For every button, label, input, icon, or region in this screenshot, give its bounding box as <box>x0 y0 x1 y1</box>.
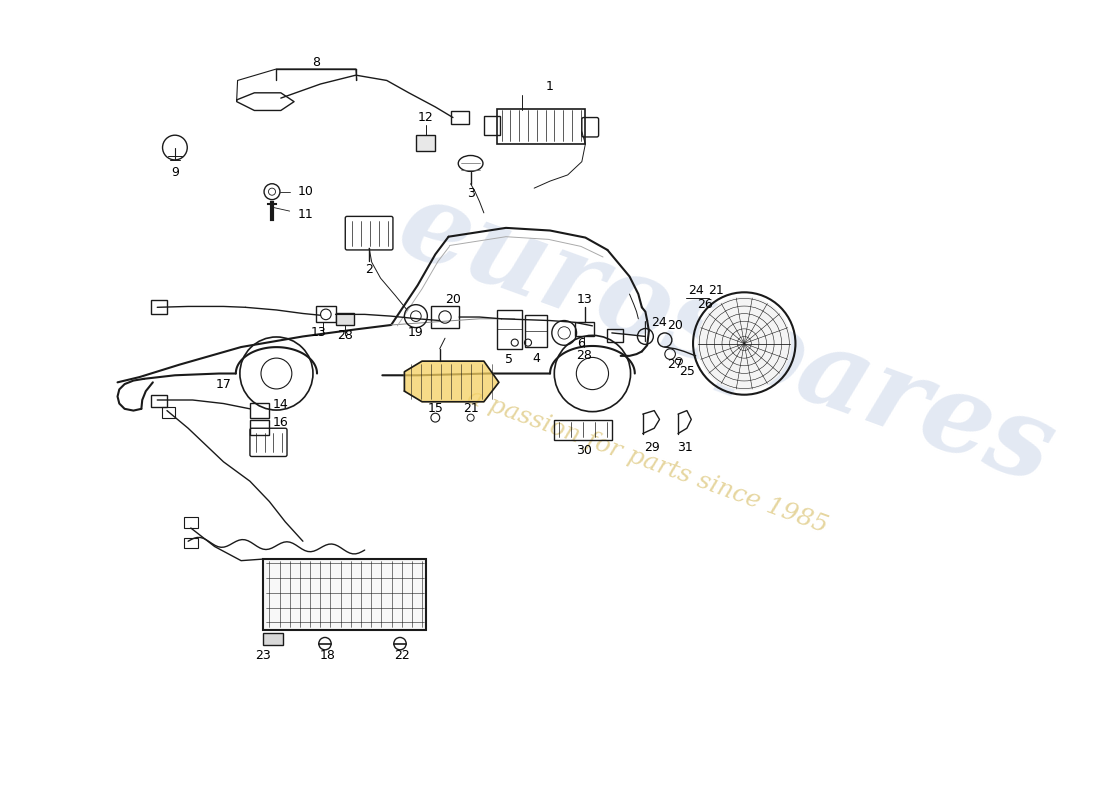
Text: 11: 11 <box>298 208 314 221</box>
Text: 31: 31 <box>678 441 693 454</box>
Text: 21: 21 <box>463 402 478 415</box>
Text: 15: 15 <box>428 402 443 415</box>
Text: 4: 4 <box>532 352 540 365</box>
Text: 12: 12 <box>418 111 433 124</box>
Text: 6: 6 <box>578 337 585 350</box>
Bar <box>263 559 427 630</box>
Text: 28: 28 <box>576 350 593 362</box>
Bar <box>431 306 459 328</box>
Text: 14: 14 <box>273 398 288 411</box>
Bar <box>416 135 436 151</box>
Text: 27: 27 <box>668 358 683 371</box>
Text: 16: 16 <box>273 415 288 429</box>
Bar <box>250 402 270 418</box>
Text: 1: 1 <box>546 80 554 93</box>
Bar <box>497 310 521 349</box>
Text: 19: 19 <box>408 326 424 339</box>
Text: 13: 13 <box>311 326 327 339</box>
Bar <box>554 420 612 440</box>
Text: 25: 25 <box>679 366 695 378</box>
Bar <box>151 300 167 314</box>
Text: 24: 24 <box>688 284 704 297</box>
Bar <box>497 109 585 144</box>
Text: 5: 5 <box>506 353 514 366</box>
Bar <box>263 633 283 646</box>
Text: 10: 10 <box>298 185 314 198</box>
Text: 8: 8 <box>312 56 320 70</box>
Bar <box>575 322 594 337</box>
Text: 24: 24 <box>651 316 667 329</box>
Text: 29: 29 <box>644 441 659 454</box>
Text: 20: 20 <box>668 319 683 332</box>
Circle shape <box>697 297 791 390</box>
Text: 18: 18 <box>320 650 336 662</box>
Text: 20: 20 <box>446 293 461 306</box>
Text: 2: 2 <box>365 263 373 276</box>
Bar <box>250 420 270 435</box>
Text: 13: 13 <box>576 293 593 306</box>
Bar <box>337 313 354 325</box>
Bar <box>151 394 167 407</box>
Text: 23: 23 <box>255 650 271 662</box>
Text: 21: 21 <box>708 284 724 297</box>
Text: eurospares: eurospares <box>385 170 1068 506</box>
Bar <box>316 306 336 322</box>
Text: 26: 26 <box>697 298 713 311</box>
Bar <box>184 538 198 548</box>
Bar <box>607 330 624 342</box>
Bar <box>526 315 547 347</box>
Polygon shape <box>405 361 499 402</box>
Text: 17: 17 <box>216 378 231 390</box>
Ellipse shape <box>459 155 483 171</box>
Text: 9: 9 <box>170 166 179 178</box>
Text: 30: 30 <box>575 444 592 457</box>
Bar <box>162 407 175 418</box>
Bar <box>451 111 469 124</box>
Text: 22: 22 <box>394 650 409 662</box>
Text: a passion for parts since 1985: a passion for parts since 1985 <box>464 386 830 538</box>
Bar <box>484 116 499 135</box>
Text: 3: 3 <box>466 187 474 200</box>
Bar <box>184 518 198 528</box>
Text: 28: 28 <box>338 329 353 342</box>
